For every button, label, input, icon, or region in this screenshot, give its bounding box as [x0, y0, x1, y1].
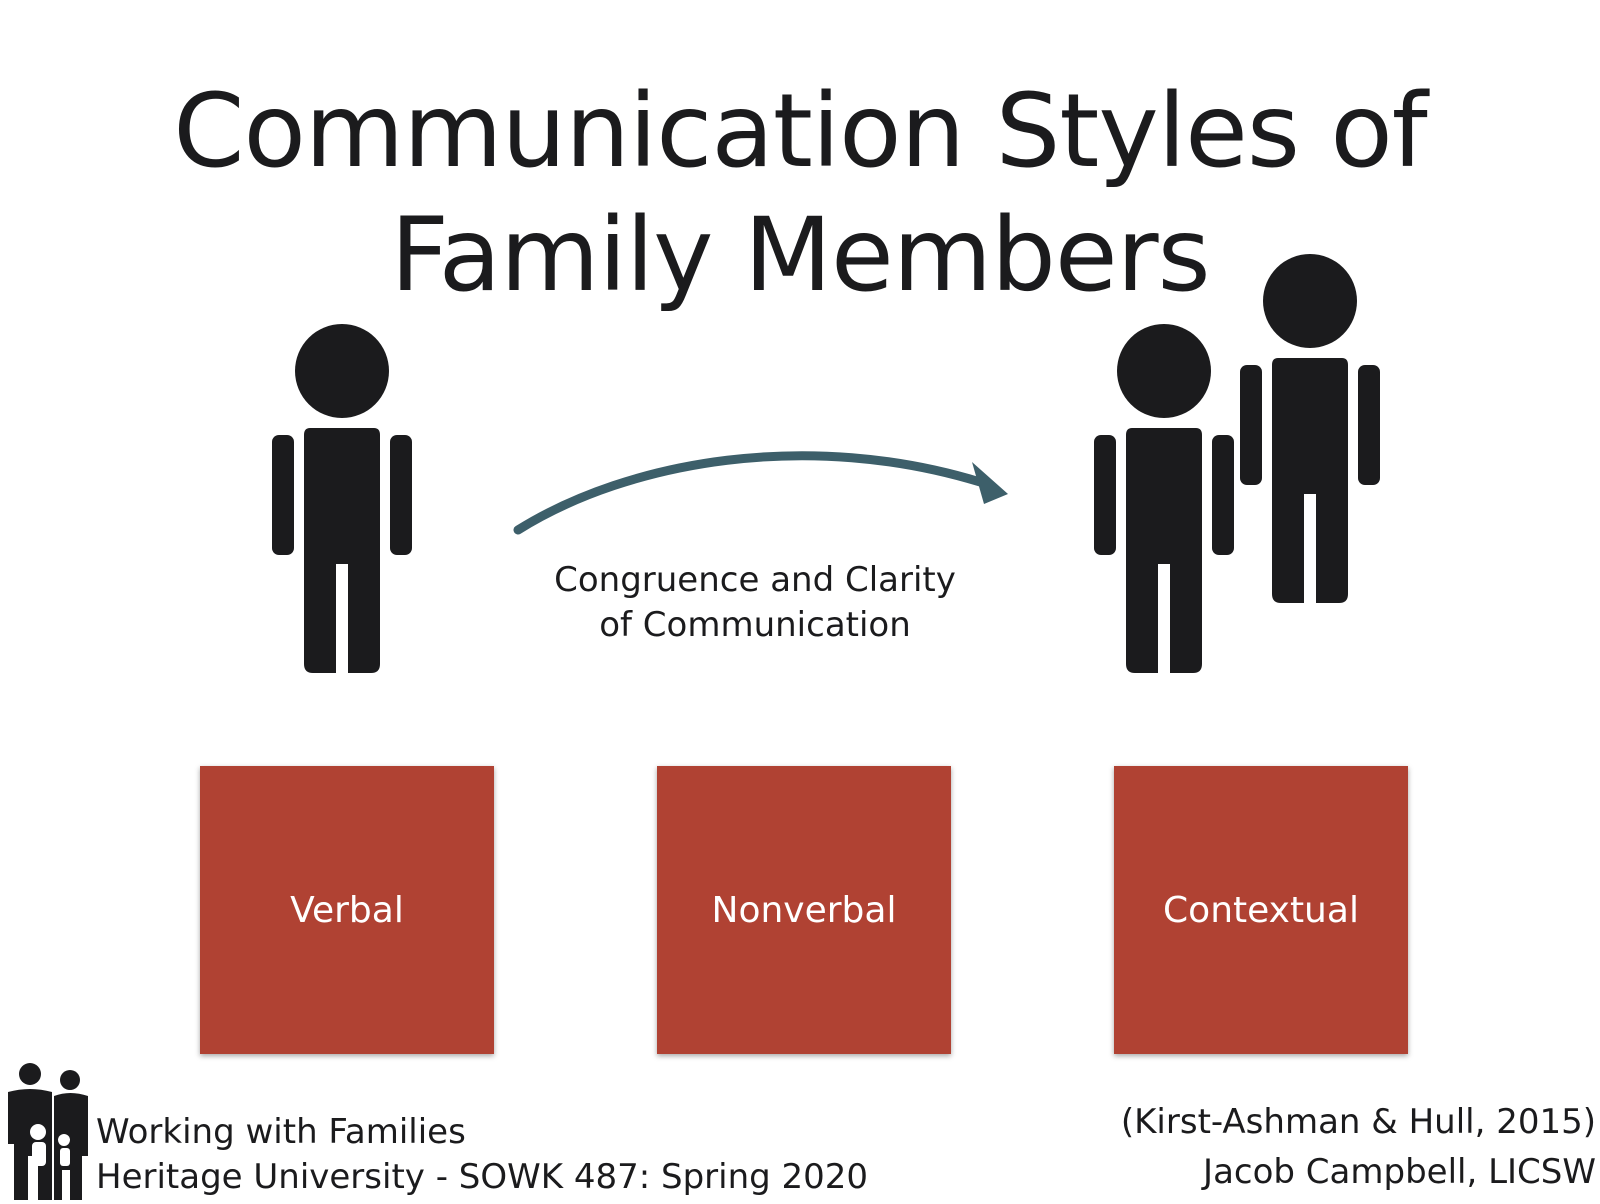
box-contextual-label: Contextual — [1163, 889, 1359, 931]
box-nonverbal-label: Nonverbal — [711, 889, 897, 931]
slide-title: Communication Styles of Family Members — [0, 70, 1600, 318]
box-verbal: Verbal — [200, 766, 494, 1054]
citation: (Kirst-Ashman & Hull, 2015) — [1120, 1102, 1596, 1142]
course-line-2: Heritage University - SOWK 487: Spring 2… — [96, 1157, 869, 1197]
slide-title-line-2: Family Members — [390, 196, 1210, 315]
communication-arrow-icon — [480, 410, 1040, 554]
family-logo-icon — [4, 1060, 90, 1204]
receiver-person-back-icon — [1240, 254, 1380, 604]
sender-person-icon — [272, 324, 412, 674]
box-verbal-label: Verbal — [290, 889, 404, 931]
caption-line-1: Congruence and Clarity — [554, 560, 956, 600]
box-nonverbal: Nonverbal — [657, 766, 951, 1054]
slide-title-line-1: Communication Styles of — [173, 72, 1427, 191]
receiver-person-front-icon — [1094, 324, 1234, 674]
course-info: Working with Families Heritage Universit… — [96, 1110, 868, 1200]
attribution: (Kirst-Ashman & Hull, 2015) Jacob Campbe… — [1121, 1097, 1596, 1197]
box-contextual: Contextual — [1114, 766, 1408, 1054]
author: Jacob Campbell, LICSW — [1203, 1152, 1596, 1192]
course-line-1: Working with Families — [96, 1112, 466, 1152]
arrow-caption: Congruence and Clarity of Communication — [500, 558, 1010, 648]
caption-line-2: of Communication — [599, 605, 911, 645]
